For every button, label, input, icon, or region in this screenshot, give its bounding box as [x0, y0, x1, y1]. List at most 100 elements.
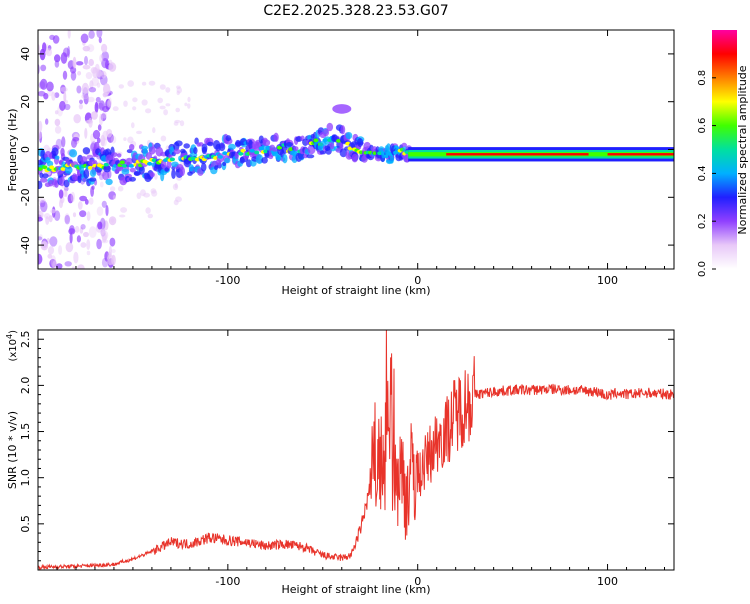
ridge-core — [384, 154, 390, 159]
ridge-core — [276, 145, 283, 150]
ridge-halo — [125, 157, 133, 166]
noise-cell — [48, 215, 53, 223]
noise-cell — [54, 125, 62, 134]
noise-cell — [96, 30, 103, 38]
ridge-halo — [129, 144, 135, 151]
ridge-core — [238, 151, 244, 156]
ridge-halo — [179, 166, 185, 177]
noise-cell — [40, 64, 47, 72]
noise-cell — [106, 254, 114, 266]
y-tick-label: 2.5 — [19, 330, 32, 348]
noise-cell — [88, 58, 94, 67]
ridge-core — [60, 167, 66, 171]
ridge-core — [87, 165, 93, 170]
snr-scale-close: ) — [8, 330, 19, 334]
noise-cell — [143, 192, 151, 198]
noise-cell — [39, 199, 46, 208]
ridge-core — [147, 161, 153, 166]
ridge-halo — [174, 140, 183, 147]
noise-cell — [83, 231, 89, 238]
snr-ylabel: SNR (10 * v/v) — [6, 411, 19, 489]
ridge-core — [169, 157, 175, 162]
noise-cell — [96, 137, 101, 144]
ridge-halo — [173, 148, 181, 155]
noise-cell — [64, 214, 71, 225]
noise-cell — [109, 186, 116, 192]
ridge-halo — [149, 172, 155, 178]
ridge-halo — [38, 180, 43, 190]
ridge-core — [265, 145, 271, 150]
ridge-halo — [200, 162, 207, 172]
noise-cell — [109, 237, 116, 247]
ridge-halo — [183, 143, 190, 149]
colorbar-label: Normalized spectral amplitude — [736, 65, 749, 234]
noise-cell — [40, 241, 49, 251]
noise-cell — [77, 201, 83, 210]
noise-cell — [64, 103, 71, 111]
noise-cell — [85, 119, 93, 124]
noise-cell — [101, 200, 107, 208]
snr-panel: -100 0 100 0.5 1.0 1.5 2.0 2.5 Height of straig… — [5, 329, 675, 596]
noise-cell — [76, 85, 82, 94]
chart-title: C2E2.2025.328.23.53.G07 — [263, 3, 448, 19]
ridge-halo — [329, 142, 335, 150]
ridge-halo — [218, 142, 226, 152]
ridge-halo — [224, 157, 231, 164]
ridge-core — [263, 149, 269, 154]
noise-cell — [100, 134, 106, 147]
noise-cell — [39, 78, 48, 90]
noise-cell — [40, 200, 48, 213]
noise-cell — [175, 107, 180, 113]
ridge-halo — [285, 142, 293, 147]
ridge-halo — [282, 154, 288, 164]
noise-cell — [88, 197, 94, 205]
ridge-halo — [64, 166, 73, 174]
noise-cell — [159, 105, 166, 110]
noise-cell — [87, 96, 95, 103]
noise-cell — [81, 93, 89, 100]
noise-cell — [58, 189, 64, 199]
noise-cell — [54, 110, 59, 115]
colorbar-tick-label: 0.2 — [697, 213, 708, 229]
spectrogram-panel: -100 0 100 -40 -20 0 20 40 Height of straight l… — [6, 29, 675, 297]
noise-cell — [187, 96, 191, 103]
x-tick-label: -100 — [215, 274, 240, 287]
y-tick-label: -20 — [19, 188, 32, 206]
noise-cell — [187, 103, 191, 109]
y-tick-label: 0.5 — [19, 515, 32, 533]
noise-cell — [61, 136, 66, 148]
ridge-core — [103, 162, 109, 167]
ridge-halo — [121, 168, 130, 175]
noise-cell — [80, 242, 87, 248]
noise-cell — [118, 84, 125, 89]
ridge-halo — [105, 178, 113, 186]
ridge-core — [222, 151, 228, 156]
colorbar: 0.0 0.2 0.4 0.6 0.8 Normalized spectral ampl… — [697, 30, 749, 277]
noise-cell — [165, 87, 171, 93]
ridge-halo — [171, 169, 176, 180]
noise-cell — [45, 216, 50, 225]
ridge-core — [217, 155, 223, 159]
noise-cell — [160, 135, 167, 142]
noise-cell — [65, 242, 74, 253]
y-tick-label: 1.5 — [19, 423, 32, 441]
x-tick-label: 0 — [414, 575, 421, 588]
ridge-halo — [201, 143, 208, 153]
ridge-halo — [389, 155, 395, 164]
noise-cell — [38, 131, 42, 140]
noise-cell — [110, 135, 117, 144]
noise-cell — [45, 118, 49, 125]
noise-cell — [54, 92, 60, 98]
noise-cell — [77, 71, 82, 76]
noise-cell — [179, 120, 185, 127]
noise-cell — [123, 137, 127, 142]
noise-cell — [54, 54, 61, 63]
noise-cell — [95, 96, 101, 103]
noise-cell — [50, 209, 56, 214]
noise-cell — [82, 64, 91, 70]
noise-cell — [174, 182, 178, 189]
ridge-halo — [340, 125, 346, 135]
noise-cell — [145, 207, 151, 214]
noise-cell — [103, 220, 109, 231]
ridge-halo — [386, 143, 391, 153]
